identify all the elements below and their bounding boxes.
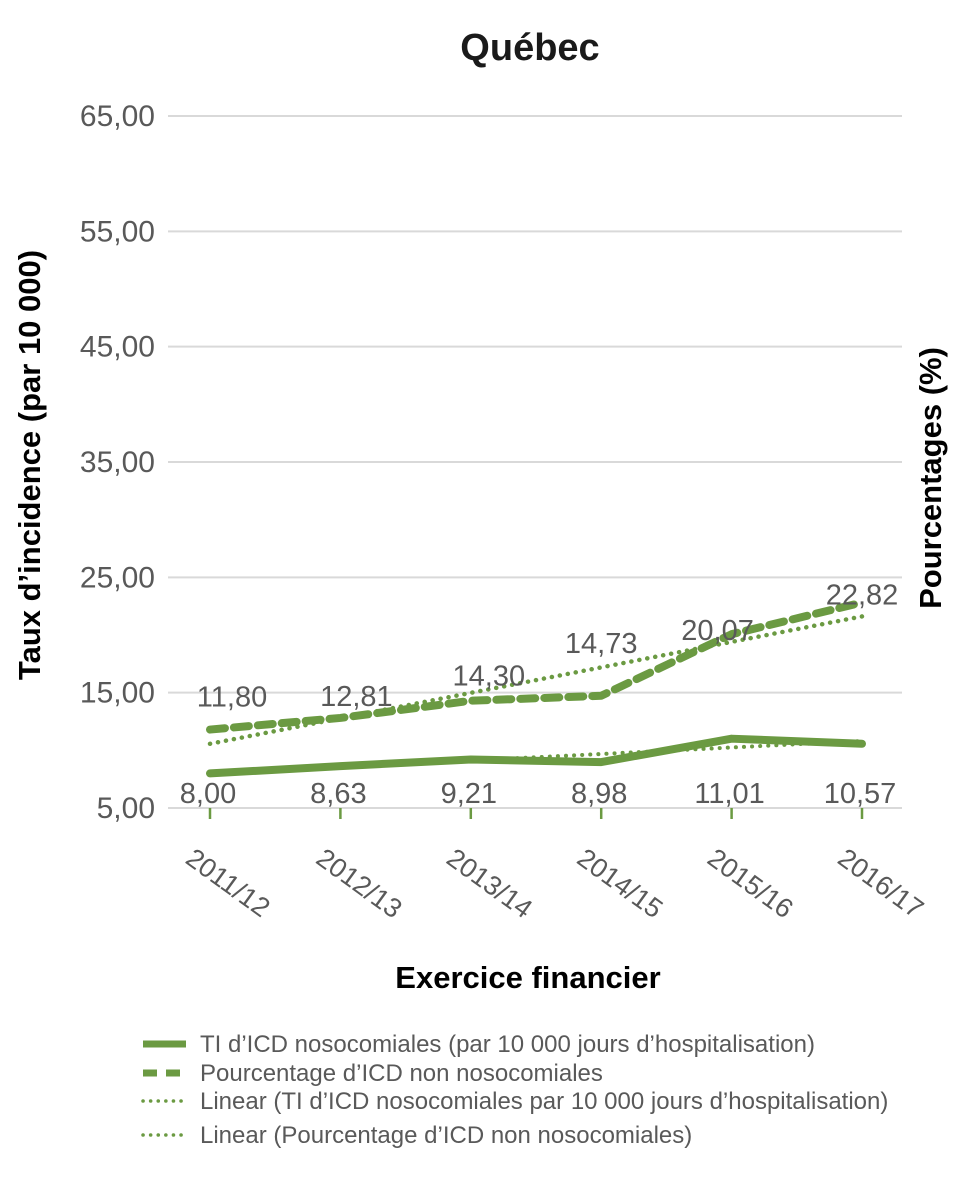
axis-ticks: 2011/12 2012/13 2013/14 2014/15 2015/16 2016/… (180, 808, 929, 924)
data-label-solid: 11,01 (694, 778, 764, 810)
data-label-dashed: 14,73 (565, 628, 638, 660)
y-tick-label: 5,00 (97, 792, 155, 825)
legend-item: Linear (TI d’ICD nosocomiales par 10 000… (141, 1088, 888, 1115)
x-tick-label: 2014/15 (572, 843, 669, 925)
data-label-solid: 8,63 (310, 778, 366, 810)
dashed-series-line (206, 598, 866, 734)
x-tick-label: 2011/12 (180, 843, 275, 923)
legend-item: Linear (Pourcentage d’ICD non nosocomial… (141, 1122, 692, 1149)
data-label-solid: 10,57 (824, 778, 897, 810)
data-label-dashed: 22,82 (826, 579, 899, 611)
y-tick-label: 25,00 (80, 561, 155, 594)
legend-item-label: TI d’ICD nosocomiales (par 10 000 jours … (200, 1031, 815, 1058)
trendline (207, 614, 865, 747)
data-label-dashed: 14,30 (453, 661, 526, 693)
data-label-dashed: 20,07 (681, 615, 754, 647)
data-labels: 8,00 8,63 9,21 8,98 11,01 10,57 11,80 12,81 14,3… (180, 579, 899, 810)
chart-title: Québec (460, 27, 599, 69)
legend: TI d’ICD nosocomiales (par 10 000 jours … (141, 1031, 888, 1149)
solid-series-line (206, 734, 866, 778)
y-tick-label: 55,00 (80, 215, 155, 248)
y-tick-label: 15,00 (80, 677, 155, 710)
y-tick-label: 35,00 (80, 446, 155, 479)
y-tick-label: 45,00 (80, 331, 155, 364)
x-tick-label: 2013/14 (441, 843, 538, 925)
x-axis-title: Exercice financier (395, 960, 660, 995)
legend-item-label: Linear (TI d’ICD nosocomiales par 10 000… (200, 1088, 888, 1115)
legend-item: TI d’ICD nosocomiales (par 10 000 jours … (143, 1031, 815, 1058)
data-label-solid: 8,98 (571, 778, 627, 810)
gridlines: 5,00 15,00 25,00 35,00 45,00 55,00 65,00 (80, 100, 902, 825)
legend-item: Pourcentage d’ICD non nosocomiales (143, 1060, 603, 1087)
x-tick-label: 2015/16 (702, 843, 799, 925)
y-axis-title-left: Taux d’incidence (par 10 000) (12, 250, 47, 680)
y-axis-title-right: Pourcentages (%) (913, 347, 948, 609)
legend-item-label: Linear (Pourcentage d’ICD non nosocomial… (200, 1122, 692, 1149)
trendline (208, 738, 864, 776)
series-lines (206, 598, 866, 778)
data-label-dashed: 11,80 (197, 682, 267, 714)
legend-item-label: Pourcentage d’ICD non nosocomiales (200, 1060, 603, 1087)
y-tick-label: 65,00 (80, 100, 155, 133)
data-label-solid: 8,00 (180, 778, 236, 810)
data-label-dashed: 12,81 (320, 681, 393, 713)
data-label-solid: 9,21 (441, 778, 497, 810)
x-tick-label: 2016/17 (832, 843, 929, 925)
x-tick-label: 2012/13 (311, 843, 408, 925)
